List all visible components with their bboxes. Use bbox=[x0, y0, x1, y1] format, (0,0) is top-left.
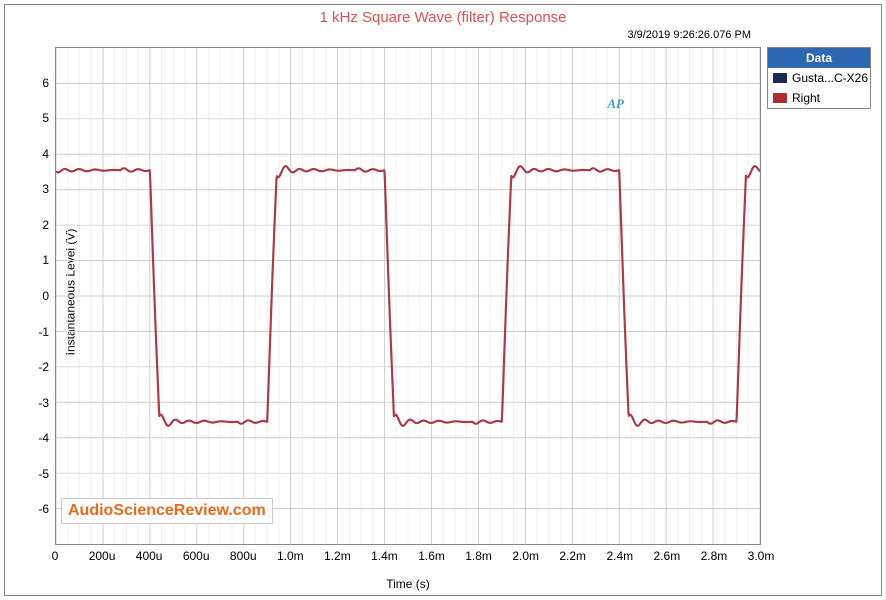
x-tick-label: 2.4m bbox=[606, 549, 633, 563]
legend-item: Right bbox=[768, 88, 870, 108]
legend-item: Gusta...C-X26 bbox=[768, 68, 870, 88]
y-tick-label: -2 bbox=[38, 360, 49, 374]
y-tick-label: -3 bbox=[38, 396, 49, 410]
x-tick-label: 400u bbox=[136, 549, 163, 563]
legend-label: Right bbox=[792, 91, 820, 105]
x-ticks: 0 200u 400u 600u 800u 1.0m 1.2m 1.4m 1.6m 1.8m 2.0… bbox=[55, 549, 761, 569]
plot-area: AP AudioScienceReview.com bbox=[55, 47, 761, 545]
y-tick-label: 6 bbox=[42, 76, 49, 90]
legend-swatch bbox=[773, 93, 787, 103]
y-tick-label: -1 bbox=[38, 325, 49, 339]
x-tick-label: 800u bbox=[230, 549, 257, 563]
x-tick-label: 1.0m bbox=[277, 549, 304, 563]
y-tick-label: -5 bbox=[38, 467, 49, 481]
y-tick-label: 0 bbox=[42, 289, 49, 303]
x-tick-label: 0 bbox=[52, 549, 59, 563]
x-tick-label: 3.0m bbox=[748, 549, 775, 563]
x-tick-label: 2.8m bbox=[701, 549, 728, 563]
y-tick-label: 4 bbox=[42, 147, 49, 161]
legend-header: Data bbox=[768, 48, 870, 68]
y-tick-label: 5 bbox=[42, 111, 49, 125]
x-tick-label: 1.4m bbox=[371, 549, 398, 563]
y-tick-label: -6 bbox=[38, 502, 49, 516]
legend-label: Gusta...C-X26 bbox=[792, 71, 868, 85]
x-tick-label: 1.2m bbox=[324, 549, 351, 563]
legend-items: Gusta...C-X26 Right bbox=[768, 68, 870, 108]
x-tick-label: 2.0m bbox=[512, 549, 539, 563]
y-tick-label: 3 bbox=[42, 182, 49, 196]
chart-title: 1 kHz Square Wave (filter) Response bbox=[5, 5, 881, 26]
x-tick-label: 600u bbox=[183, 549, 210, 563]
timestamp: 3/9/2019 9:26:26.076 PM bbox=[627, 29, 751, 41]
footer-brand: AudioScienceReview.com bbox=[61, 498, 273, 524]
x-tick-label: 2.2m bbox=[559, 549, 586, 563]
legend-swatch bbox=[773, 73, 787, 83]
legend: Data Gusta...C-X26 Right bbox=[767, 47, 871, 109]
y-tick-label: 1 bbox=[42, 253, 49, 267]
plot-svg bbox=[56, 48, 760, 544]
brand-logo: AP bbox=[607, 96, 624, 112]
x-tick-label: 1.6m bbox=[418, 549, 445, 563]
x-axis-label: Time (s) bbox=[55, 577, 761, 591]
y-tick-label: 2 bbox=[42, 218, 49, 232]
chart-frame: 1 kHz Square Wave (filter) Response 3/9/… bbox=[4, 4, 882, 596]
y-ticks: -6 -5 -4 -3 -2 -1 0 1 2 3 4 5 6 bbox=[5, 47, 51, 545]
x-tick-label: 2.6m bbox=[654, 549, 681, 563]
y-tick-label: -4 bbox=[38, 431, 49, 445]
x-tick-label: 1.8m bbox=[465, 549, 492, 563]
x-tick-label: 200u bbox=[89, 549, 116, 563]
